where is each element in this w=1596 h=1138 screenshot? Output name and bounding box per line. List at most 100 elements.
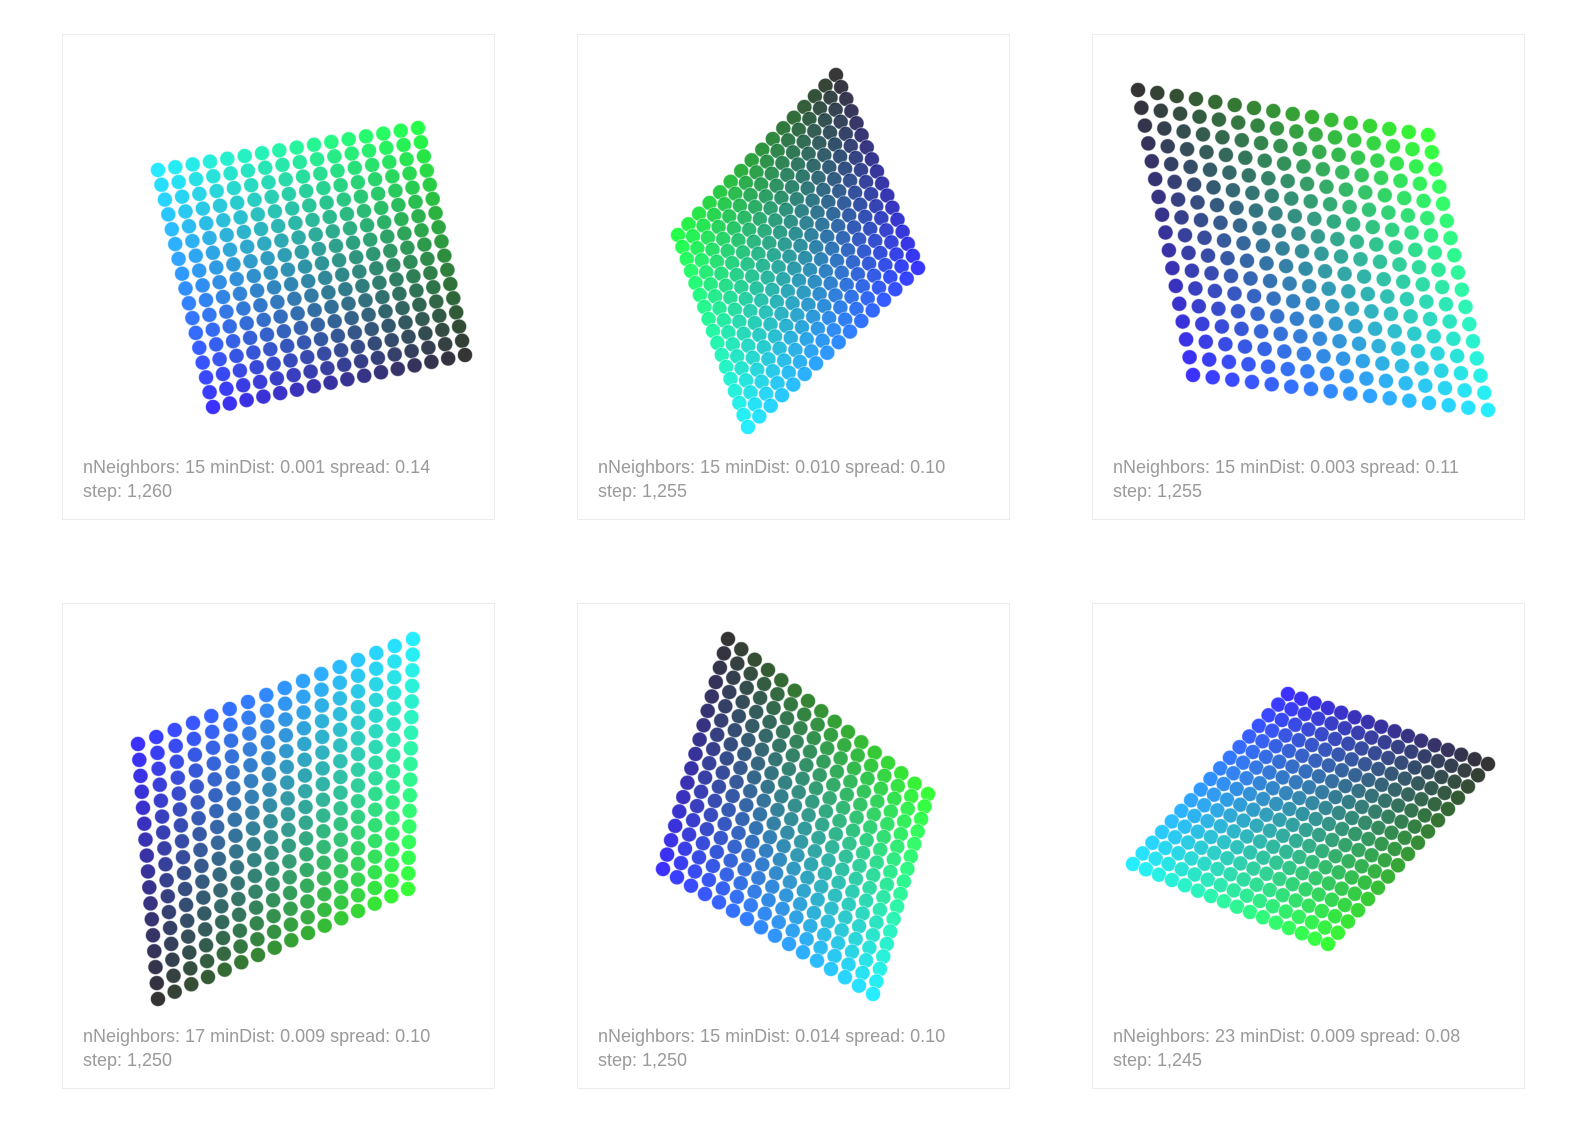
data-point	[393, 211, 410, 228]
data-point	[1329, 231, 1346, 248]
data-point	[131, 751, 148, 768]
caption: nNeighbors: 15 minDist: 0.014 spread: 0.…	[598, 1024, 998, 1072]
data-point	[434, 322, 451, 338]
data-point	[387, 182, 404, 199]
data-point	[297, 258, 313, 275]
data-point	[421, 176, 438, 193]
data-point	[296, 736, 313, 752]
data-point	[802, 918, 819, 935]
data-point	[760, 892, 777, 909]
data-point	[809, 891, 826, 908]
data-point	[187, 324, 204, 341]
data-point	[419, 250, 436, 267]
data-point	[1350, 902, 1366, 919]
data-point	[170, 174, 187, 190]
data-point	[1228, 199, 1245, 216]
data-point	[300, 273, 317, 290]
data-point	[383, 332, 400, 349]
data-point	[1314, 161, 1331, 178]
data-point	[270, 218, 287, 234]
data-point	[345, 234, 362, 251]
data-point	[786, 682, 803, 699]
data-point	[350, 871, 366, 888]
data-point	[228, 843, 245, 860]
data-point	[177, 203, 194, 220]
data-point	[397, 314, 414, 331]
data-point	[721, 684, 738, 701]
data-point	[1212, 214, 1229, 231]
data-point	[1440, 397, 1457, 414]
data-point	[336, 356, 353, 373]
data-point	[1140, 135, 1157, 152]
data-point	[754, 856, 771, 873]
data-point	[379, 228, 396, 245]
data-point	[1381, 390, 1398, 407]
data-point	[412, 134, 429, 151]
data-point	[400, 328, 417, 345]
data-point	[1376, 187, 1393, 204]
data-point	[1361, 201, 1377, 218]
data-point	[384, 825, 401, 842]
data-point	[367, 817, 384, 834]
data-point	[218, 380, 235, 397]
data-point	[238, 315, 255, 332]
data-point	[385, 763, 401, 780]
data-point	[225, 256, 242, 273]
data-point	[1390, 340, 1407, 357]
card-5: nNeighbors: 15 minDist: 0.014 spread: 0.…	[577, 603, 1010, 1089]
data-point	[384, 778, 401, 795]
data-point	[898, 270, 915, 287]
data-point	[1470, 767, 1486, 784]
data-point	[792, 720, 809, 737]
data-point	[1221, 164, 1238, 181]
data-point	[350, 887, 366, 904]
data-point	[1186, 176, 1203, 193]
data-point	[822, 727, 839, 743]
data-point	[292, 319, 309, 336]
card-2: nNeighbors: 15 minDist: 0.010 spread: 0.…	[577, 34, 1010, 520]
data-point	[368, 260, 385, 277]
data-point	[1164, 260, 1181, 277]
data-point	[1449, 348, 1466, 364]
data-point	[171, 801, 188, 818]
data-point	[350, 824, 366, 841]
data-point	[283, 276, 300, 293]
data-point	[258, 687, 275, 703]
data-point	[235, 300, 252, 317]
data-point	[1311, 330, 1328, 347]
data-point	[332, 706, 348, 723]
data-point	[301, 197, 318, 214]
data-point	[403, 724, 420, 741]
data-point	[694, 835, 711, 852]
data-point	[211, 351, 228, 368]
data-point	[202, 153, 218, 170]
data-point	[691, 849, 707, 866]
data-point	[442, 276, 459, 293]
data-point	[1362, 118, 1378, 134]
data-point	[1278, 258, 1295, 275]
data-point	[788, 909, 805, 926]
data-point	[222, 165, 239, 182]
data-point	[239, 162, 256, 179]
data-point	[1418, 293, 1435, 310]
data-point	[1285, 293, 1302, 310]
data-point	[356, 203, 372, 219]
data-point	[1308, 313, 1325, 330]
data-point	[148, 975, 165, 992]
data-point	[828, 763, 845, 780]
data-point	[170, 250, 187, 267]
data-point	[309, 151, 326, 168]
data-point	[366, 880, 383, 896]
data-point	[232, 285, 248, 302]
data-point	[1400, 124, 1417, 140]
data-point	[386, 653, 403, 670]
data-point	[221, 318, 238, 335]
data-point	[314, 713, 330, 730]
data-point	[710, 778, 727, 795]
data-point	[1351, 335, 1368, 352]
data-point	[849, 747, 866, 764]
data-point	[1370, 338, 1387, 355]
data-point	[343, 310, 360, 327]
data-point	[1270, 222, 1287, 239]
data-point	[156, 840, 173, 857]
